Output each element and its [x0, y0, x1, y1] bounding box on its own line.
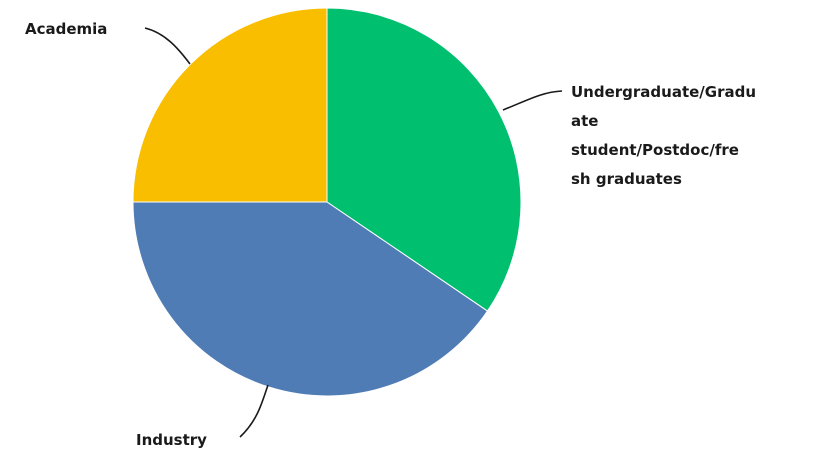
leader-lines	[144, 27, 563, 438]
pie-slice-students	[326, 7, 522, 312]
slice-label-industry-line: Industry	[136, 431, 207, 449]
leader-line-industry	[239, 384, 269, 438]
slice-label-students-line: sh graduates	[571, 170, 682, 188]
leader-line-students	[502, 90, 563, 111]
slice-label-students-line: ate	[571, 112, 598, 130]
slice-label-industry: Industry	[136, 431, 207, 449]
pie-slice-industry	[132, 201, 489, 397]
leader-line-academia	[144, 27, 191, 65]
pie-slice-academia	[132, 7, 328, 203]
slice-label-students-line: student/Postdoc/fre	[571, 141, 739, 159]
pie-slices	[132, 7, 522, 397]
slice-label-academia-line: Academia	[25, 20, 107, 38]
slice-label-academia: Academia	[25, 20, 107, 38]
slice-label-students-line: Undergraduate/Gradu	[571, 83, 756, 101]
slice-labels: Undergraduate/Gradu ate student/Postdoc/fr…	[25, 20, 756, 449]
slice-label-students: Undergraduate/Gradu ate student/Postdoc/fr…	[571, 83, 756, 188]
